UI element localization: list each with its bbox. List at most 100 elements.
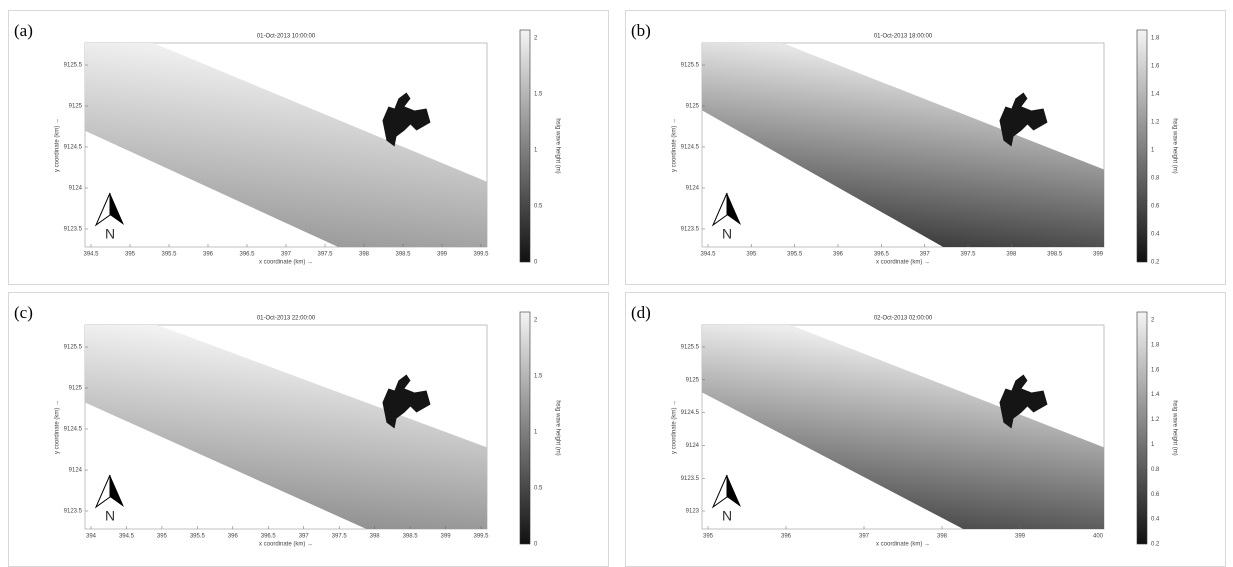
north-arrow-right <box>110 193 124 225</box>
y-tick-label: 9125 <box>686 377 700 383</box>
colorbar <box>1136 29 1148 263</box>
x-tick-label: 397 <box>859 534 870 540</box>
x-tick-label: 399 <box>1015 534 1026 540</box>
colorbar-tick-label: 0.6 <box>1151 492 1160 498</box>
x-tick-label: 398 <box>1006 252 1017 258</box>
y-tick-label: 9124 <box>69 186 83 192</box>
x-tick-label: 398 <box>359 252 370 258</box>
y-tick-label: 9123.5 <box>64 509 83 515</box>
colorbar-label: hsig wave height (m) <box>554 400 560 455</box>
y-tick-label: 9123 <box>686 509 700 515</box>
colorbar <box>519 311 531 545</box>
x-tick-label: 398.5 <box>403 534 419 540</box>
x-tick-label: 396 <box>781 534 792 540</box>
colorbar-tick-label: 1.4 <box>1151 92 1160 98</box>
y-tick-label: 9124 <box>69 468 83 474</box>
x-tick-label: 396 <box>228 534 239 540</box>
y-axis-label: y coordinate (km) → <box>55 118 61 172</box>
x-axis-label: x coordinate (km) → <box>259 542 313 548</box>
x-tick-label: 398.5 <box>395 252 411 258</box>
y-tick-label: 9125 <box>69 104 83 110</box>
colorbar-tick-label: 1.4 <box>1151 392 1160 398</box>
x-tick-label: 395.5 <box>161 252 177 258</box>
north-arrow-right <box>727 475 741 507</box>
panel-label: (b) <box>631 21 651 40</box>
x-tick-label: 399.5 <box>473 252 489 258</box>
harbour <box>999 92 1048 147</box>
north-label: N <box>105 226 115 242</box>
colorbar-tick-label: 1.2 <box>1151 120 1160 126</box>
y-tick-label: 9124.5 <box>681 145 700 151</box>
x-tick-label: 399.5 <box>473 534 489 540</box>
x-tick-label: 397 <box>920 252 931 258</box>
y-tick-label: 9125 <box>69 386 83 392</box>
colorbar-tick-label: 0 <box>534 260 538 266</box>
x-axis-label: x coordinate (km) → <box>259 260 313 266</box>
panel: (b) 01-Oct-2013 18:00:00 394.5 395 395.5 396 3… <box>625 10 1226 285</box>
harbour <box>999 374 1048 429</box>
colorbar-label: hsig wave height (m) <box>1171 400 1177 455</box>
colorbar-tick-label: 2 <box>534 318 538 324</box>
panel: (d) 02-Oct-2013 02:00:00 395 396 397 398 399 40… <box>625 292 1226 567</box>
map-title: 01-Oct-2013 10:00:00 <box>257 34 316 40</box>
x-tick-label: 400 <box>1093 534 1104 540</box>
wave-field <box>702 43 1104 247</box>
panel-label: (d) <box>631 303 651 322</box>
colorbar <box>1136 311 1148 545</box>
x-tick-label: 396 <box>833 252 844 258</box>
x-tick-label: 395 <box>125 252 136 258</box>
x-tick-label: 396.5 <box>874 252 890 258</box>
colorbar-label: hsig wave height (m) <box>1171 118 1177 173</box>
colorbar-tick-label: 1.5 <box>534 374 543 380</box>
y-tick-label: 9124 <box>686 186 700 192</box>
x-tick-label: 395 <box>746 252 757 258</box>
y-axis-label: y coordinate (km) → <box>672 400 678 454</box>
wave-field <box>702 325 1104 529</box>
colorbar-tick-label: 0.5 <box>534 204 543 210</box>
x-tick-label: 396 <box>203 252 214 258</box>
y-tick-label: 9125.5 <box>64 345 83 351</box>
colorbar-tick-label: 1.5 <box>534 92 543 98</box>
y-tick-label: 9125.5 <box>681 63 700 69</box>
colorbar-tick-label: 0.8 <box>1151 176 1160 182</box>
y-axis-label: y coordinate (km) → <box>672 118 678 172</box>
x-tick-label: 397.5 <box>332 534 348 540</box>
x-tick-label: 396.5 <box>239 252 255 258</box>
colorbar-tick-label: 1 <box>534 148 538 154</box>
colorbar-tick-label: 1 <box>1151 148 1155 154</box>
panel: (c) 01-Oct-2013 22:00:00 394 394.5 395 395.5 3… <box>8 292 609 567</box>
x-tick-label: 394.5 <box>119 534 135 540</box>
x-tick-label: 397.5 <box>317 252 333 258</box>
colorbar-tick-label: 0.2 <box>1151 542 1160 548</box>
colorbar-label: hsig wave height (m) <box>554 118 560 173</box>
colorbar-tick-label: 2 <box>534 36 538 42</box>
harbour <box>382 92 431 147</box>
colorbar-tick-label: 1.6 <box>1151 367 1160 373</box>
y-tick-label: 9123.5 <box>681 476 700 482</box>
y-axis-label: y coordinate (km) → <box>55 400 61 454</box>
x-tick-label: 395 <box>703 534 714 540</box>
x-tick-label: 397 <box>299 534 310 540</box>
x-tick-label: 398 <box>370 534 381 540</box>
north-arrow-right <box>110 475 124 507</box>
x-axis-label: x coordinate (km) → <box>876 260 930 266</box>
colorbar-tick-label: 1 <box>1151 442 1155 448</box>
x-tick-label: 394.5 <box>700 252 716 258</box>
map-title: 01-Oct-2013 22:00:00 <box>257 316 316 322</box>
x-tick-label: 397 <box>281 252 292 258</box>
panel-label: (a) <box>14 21 33 40</box>
y-tick-label: 9124.5 <box>681 410 700 416</box>
x-tick-label: 399 <box>441 534 452 540</box>
x-tick-label: 399 <box>437 252 448 258</box>
wave-field <box>85 325 487 529</box>
colorbar-tick-label: 0.4 <box>1151 232 1160 238</box>
x-tick-label: 394 <box>86 534 97 540</box>
colorbar-tick-label: 0 <box>534 542 538 548</box>
x-tick-label: 395.5 <box>190 534 206 540</box>
x-tick-label: 395 <box>157 534 168 540</box>
y-tick-label: 9125 <box>686 104 700 110</box>
colorbar-tick-label: 0.5 <box>534 486 543 492</box>
y-tick-label: 9124 <box>686 443 700 449</box>
north-arrow-right <box>727 193 741 225</box>
colorbar-tick-label: 1.8 <box>1151 36 1160 42</box>
